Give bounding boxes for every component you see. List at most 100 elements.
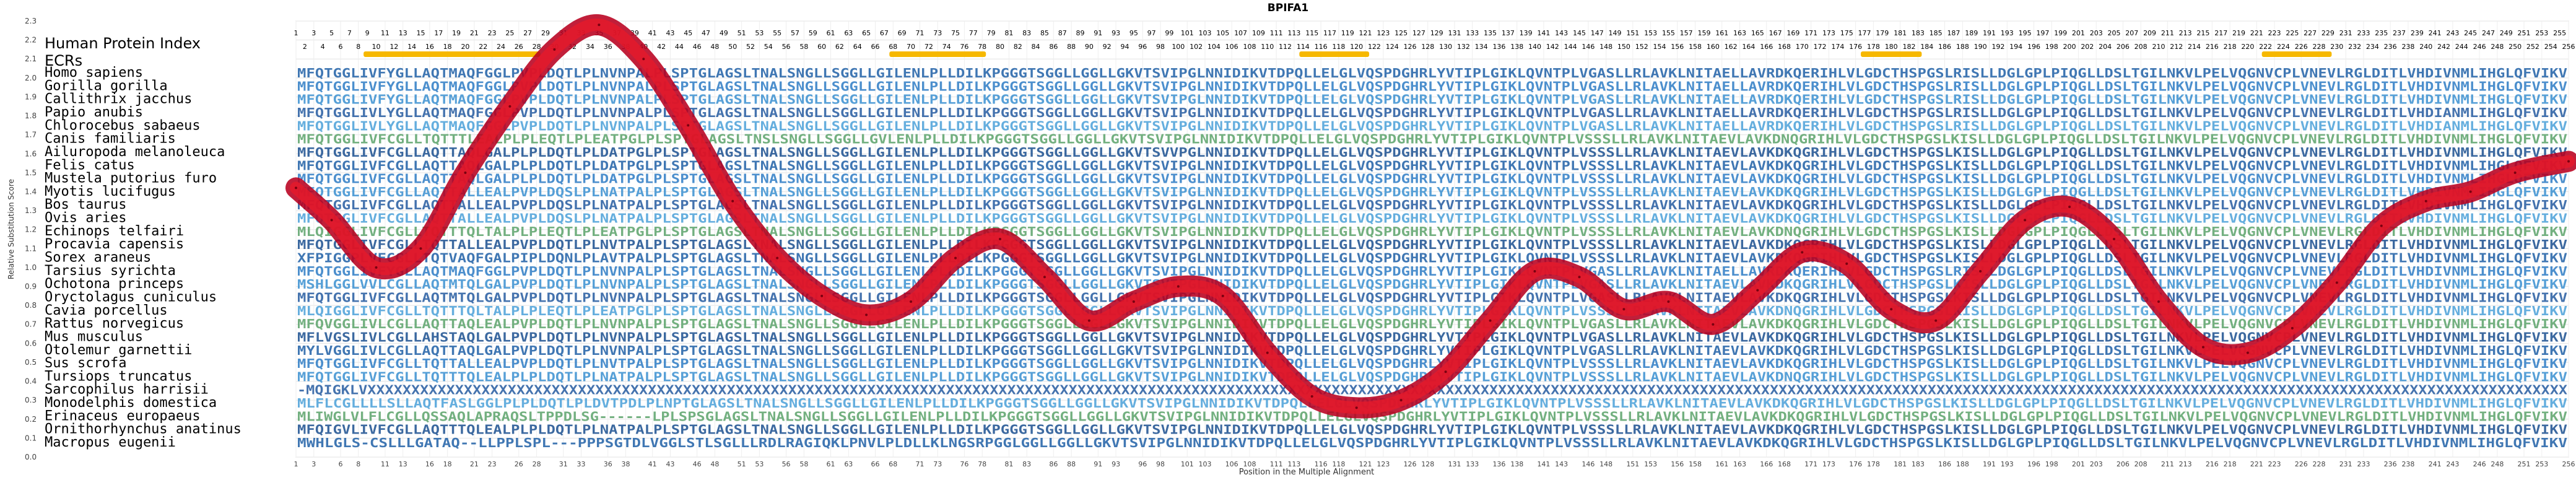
- human-index-number: 231: [2339, 29, 2352, 37]
- y-tick-label: 0.2: [25, 415, 37, 424]
- x-tick-label: 216: [2206, 460, 2219, 468]
- score-point: [1845, 262, 1848, 265]
- species-name: Homo sapiens: [45, 65, 143, 81]
- human-index-number: 192: [1991, 43, 2004, 51]
- human-index-number: 99: [1165, 29, 1173, 37]
- human-index-number: 108: [1243, 43, 1256, 51]
- human-index-number: 233: [2357, 29, 2370, 37]
- human-index-number: 171: [1804, 29, 1817, 37]
- x-tick-label: 221: [2250, 460, 2263, 468]
- human-index-number: 23: [488, 29, 497, 37]
- score-point: [508, 105, 511, 108]
- human-protein-index: 1234567891011121314151617181920212223242…: [294, 29, 2575, 51]
- human-index-number: 221: [2250, 29, 2263, 37]
- species-name: Otolemur garnettii: [45, 343, 192, 358]
- human-index-number: 97: [1147, 29, 1156, 37]
- human-index-number: 80: [996, 43, 1004, 51]
- score-point: [1712, 323, 1715, 326]
- human-index-number: 83: [1022, 29, 1031, 37]
- x-tick-label: 26: [515, 460, 523, 468]
- human-index-number: 156: [1671, 43, 1684, 51]
- score-point: [1979, 270, 1982, 273]
- human-index-number: 219: [2232, 29, 2245, 37]
- human-index-number: 200: [2063, 43, 2076, 51]
- species-name: Myotis lucifugus: [45, 184, 176, 199]
- human-index-number: 11: [381, 29, 389, 37]
- score-point: [1622, 308, 1625, 311]
- x-tick-label: 241: [2429, 460, 2442, 468]
- x-tick-labels: 1 3 6 8 11 13 16 18 21 23 26 28 31 33 36 38 41 43 46 48 51 53…: [294, 460, 2575, 468]
- x-tick-label: 76: [960, 460, 968, 468]
- human-index-number: 239: [2411, 29, 2424, 37]
- x-tick-label: 8: [356, 460, 360, 468]
- human-index-number: 151: [1626, 29, 1639, 37]
- score-point: [295, 186, 297, 190]
- human-index-number: 65: [862, 29, 871, 37]
- species-name: Callithrix jacchus: [45, 92, 192, 107]
- human-index-number: 139: [1520, 29, 1533, 37]
- human-index-number: 176: [1849, 43, 1862, 51]
- substitution-score-curve: [285, 14, 2576, 419]
- human-index-number: 111: [1270, 29, 1283, 37]
- human-index-number: 124: [1386, 43, 1399, 51]
- species-name: Monodelphis domestica: [45, 395, 217, 411]
- human-index-number: 47: [702, 29, 710, 37]
- x-tick-label: 78: [978, 460, 986, 468]
- x-tick-label: 56: [782, 460, 791, 468]
- human-index-number: 41: [648, 29, 657, 37]
- human-index-number: 132: [1457, 43, 1470, 51]
- x-tick-label: 176: [1849, 460, 1862, 468]
- species-name: Cavia porcellus: [45, 303, 168, 318]
- score-point: [553, 48, 556, 51]
- species-name: Sarcophilus harrisii: [45, 382, 209, 398]
- x-tick-label: 31: [559, 460, 568, 468]
- species-name: Ovis aries: [45, 211, 126, 226]
- human-index-number: 194: [2009, 43, 2022, 51]
- score-point: [1667, 300, 1670, 303]
- human-index-number: 107: [1234, 29, 1247, 37]
- x-tick-label: 1: [294, 460, 298, 468]
- sequence-row: MFQTGGLIVFCGLLAQTTALLEALPVPLDQSLPLNATPAL…: [297, 185, 2567, 199]
- human-index-number: 204: [2099, 43, 2112, 51]
- human-index-number: 162: [1725, 43, 1738, 51]
- sequence-row: MFQTGGLIVFCGLLAQTTALLEALPVPLDQSLPLNATPAL…: [297, 211, 2567, 226]
- human-index-number: 180: [1885, 43, 1898, 51]
- human-index-number: 246: [2473, 43, 2486, 51]
- sequence-row: MLQIGGLIVFCGLLTQTTTQLTALPLPLEQTLPLEATPGL…: [297, 224, 2567, 239]
- score-point: [1310, 395, 1313, 398]
- x-tick-label: 38: [622, 460, 630, 468]
- score-point: [1399, 399, 1403, 402]
- human-index-number: 103: [1199, 29, 1212, 37]
- species-name: Echinops telfairi: [45, 224, 184, 239]
- x-tick-label: 168: [1778, 460, 1791, 468]
- human-index-number: 163: [1733, 29, 1746, 37]
- human-index-number: 227: [2304, 29, 2317, 37]
- x-tick-label: 213: [2179, 460, 2192, 468]
- x-tick-label: 53: [755, 460, 764, 468]
- score-point: [820, 294, 824, 297]
- human-index-number: 49: [720, 29, 728, 37]
- human-index-number: 113: [1287, 29, 1300, 37]
- human-index-number: 143: [1555, 29, 1568, 37]
- x-tick-label: 146: [1582, 460, 1595, 468]
- x-tick-label: 101: [1181, 460, 1194, 468]
- sequence-row: MFQIGVLIVFCGLLAQTTTQLEALPLPLDQTLPLNATPAL…: [297, 422, 2567, 437]
- x-tick-label: 158: [1689, 460, 1702, 468]
- x-tick-label: 81: [1004, 460, 1013, 468]
- human-index-number: 237: [2393, 29, 2406, 37]
- human-index-number: 9: [365, 29, 370, 37]
- human-index-number: 177: [1858, 29, 1871, 37]
- y-tick-label: 0.9: [25, 282, 37, 291]
- x-tick-label: 68: [889, 460, 897, 468]
- x-tick-label: 131: [1448, 460, 1461, 468]
- human-index-number: 211: [2161, 29, 2174, 37]
- human-index-number: 92: [1103, 43, 1112, 51]
- human-index-number: 50: [728, 43, 737, 51]
- human-index-number: 59: [809, 29, 817, 37]
- human-index-number: 185: [1930, 29, 1943, 37]
- human-index-number: 26: [515, 43, 523, 51]
- human-index-number: 178: [1867, 43, 1880, 51]
- human-index-number: 123: [1377, 29, 1390, 37]
- sequence-row: MFQTGGLIVFCGLLAQTTAQLGALPLPLDQTLPLDATPGL…: [297, 145, 2567, 160]
- score-point: [330, 219, 333, 222]
